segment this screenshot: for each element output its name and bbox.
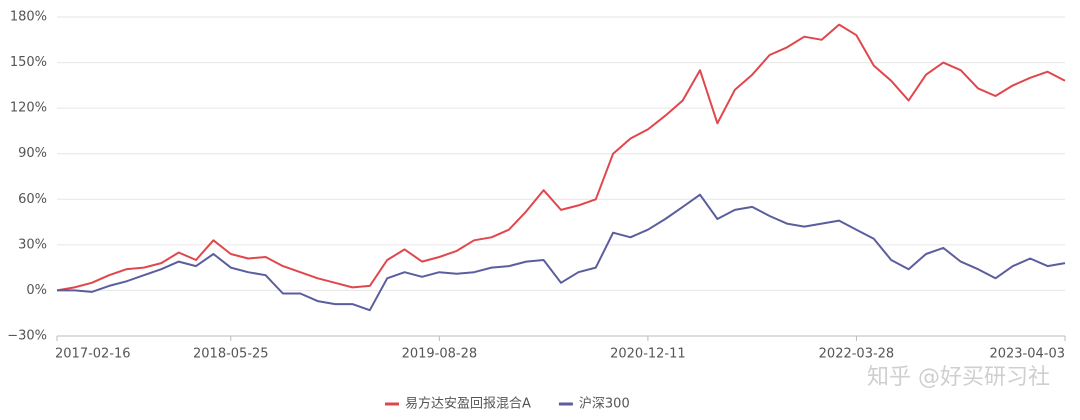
y-tick-label: 180% xyxy=(10,10,47,25)
series-line xyxy=(57,193,1066,312)
x-tick-label: 2017-02-16 xyxy=(55,347,131,362)
legend-item: 沪深300 xyxy=(558,396,630,412)
y-tick-label: 0% xyxy=(26,283,47,298)
y-tick-label: −30% xyxy=(7,329,47,344)
watermark: 知乎 @好买研习社 xyxy=(867,365,1050,390)
y-tick-label: 60% xyxy=(18,192,47,207)
y-tick-label: 150% xyxy=(10,55,47,70)
legend-label: 易方达安盈回报混合A xyxy=(405,396,531,412)
y-tick-label: 120% xyxy=(10,101,47,116)
legend-item: 易方达安盈回报混合A xyxy=(385,396,531,412)
x-tick-label: 2023-04-03 xyxy=(989,347,1065,362)
x-tick-label: 2019-08-28 xyxy=(402,347,478,362)
y-tick-label: 30% xyxy=(18,237,47,252)
x-tick-label: 2020-12-11 xyxy=(610,347,686,362)
legend-label: 沪深300 xyxy=(579,396,630,412)
x-tick-label: 2022-03-28 xyxy=(819,347,895,362)
y-tick-label: 90% xyxy=(18,146,47,161)
series-line xyxy=(56,23,1066,292)
x-tick-label: 2018-05-25 xyxy=(193,347,269,362)
